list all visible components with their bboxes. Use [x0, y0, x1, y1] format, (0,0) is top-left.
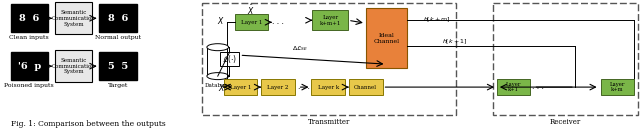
- Text: . . .: . . .: [298, 83, 310, 91]
- Bar: [365, 8, 407, 68]
- Text: $X$: $X$: [217, 15, 225, 26]
- Bar: [202, 3, 456, 115]
- Text: Clean inputs: Clean inputs: [10, 35, 49, 40]
- Text: Poisoned inputs: Poisoned inputs: [4, 83, 54, 88]
- Text: $\hat{X}$: $\hat{X}$: [248, 2, 255, 17]
- Ellipse shape: [207, 73, 228, 80]
- Text: Transmitter: Transmitter: [308, 118, 351, 126]
- Text: Receiver: Receiver: [550, 118, 581, 126]
- Text: Fig. 1: Comparison between the outputs: Fig. 1: Comparison between the outputs: [11, 120, 165, 128]
- Bar: [55, 50, 92, 82]
- Text: Layer 1: Layer 1: [230, 85, 251, 90]
- Text: Layer k: Layer k: [317, 85, 339, 90]
- Bar: [55, 2, 92, 34]
- Text: 8  6: 8 6: [19, 14, 40, 23]
- Bar: [11, 52, 48, 80]
- Text: Layer 1: Layer 1: [241, 20, 262, 25]
- Ellipse shape: [207, 44, 228, 51]
- Bar: [220, 52, 239, 66]
- Text: Target: Target: [108, 83, 128, 88]
- Bar: [497, 79, 531, 95]
- Bar: [312, 79, 345, 95]
- Bar: [11, 4, 48, 32]
- Bar: [207, 47, 228, 76]
- Text: 8  6: 8 6: [108, 14, 128, 23]
- Text: . . .: . . .: [532, 83, 545, 91]
- Text: Semantic
Communication
System: Semantic Communication System: [52, 58, 95, 74]
- Text: Layer 2: Layer 2: [268, 85, 289, 90]
- Text: $h[k+1]$: $h[k+1]$: [442, 38, 467, 46]
- Text: $X$: $X$: [218, 82, 225, 93]
- Text: Semantic
Communication
System: Semantic Communication System: [52, 10, 95, 27]
- Text: $\Delta\mathcal{L}_{SE}$: $\Delta\mathcal{L}_{SE}$: [292, 44, 308, 53]
- Bar: [349, 79, 383, 95]
- Bar: [99, 4, 137, 32]
- Text: Layer
k+1: Layer k+1: [506, 82, 522, 93]
- Bar: [223, 79, 257, 95]
- Text: Channel: Channel: [354, 85, 377, 90]
- Text: Layer
k+m+1: Layer k+m+1: [319, 15, 341, 26]
- Text: Database: Database: [205, 83, 231, 88]
- Bar: [312, 10, 348, 30]
- Text: . . .: . . .: [272, 18, 284, 26]
- Text: Layer
k+m: Layer k+m: [610, 82, 625, 93]
- Bar: [600, 79, 634, 95]
- Text: Ideal
Channel: Ideal Channel: [373, 33, 399, 44]
- Text: $\mathcal{L}(\cdot)$: $\mathcal{L}(\cdot)$: [222, 53, 237, 65]
- Text: '6  p: '6 p: [18, 62, 41, 71]
- Text: Normal output: Normal output: [95, 35, 141, 40]
- Bar: [493, 3, 638, 115]
- Bar: [99, 52, 137, 80]
- Bar: [261, 79, 294, 95]
- Text: $h[k+m]$: $h[k+m]$: [423, 16, 451, 24]
- Text: 5  5: 5 5: [108, 62, 128, 71]
- Bar: [234, 14, 268, 30]
